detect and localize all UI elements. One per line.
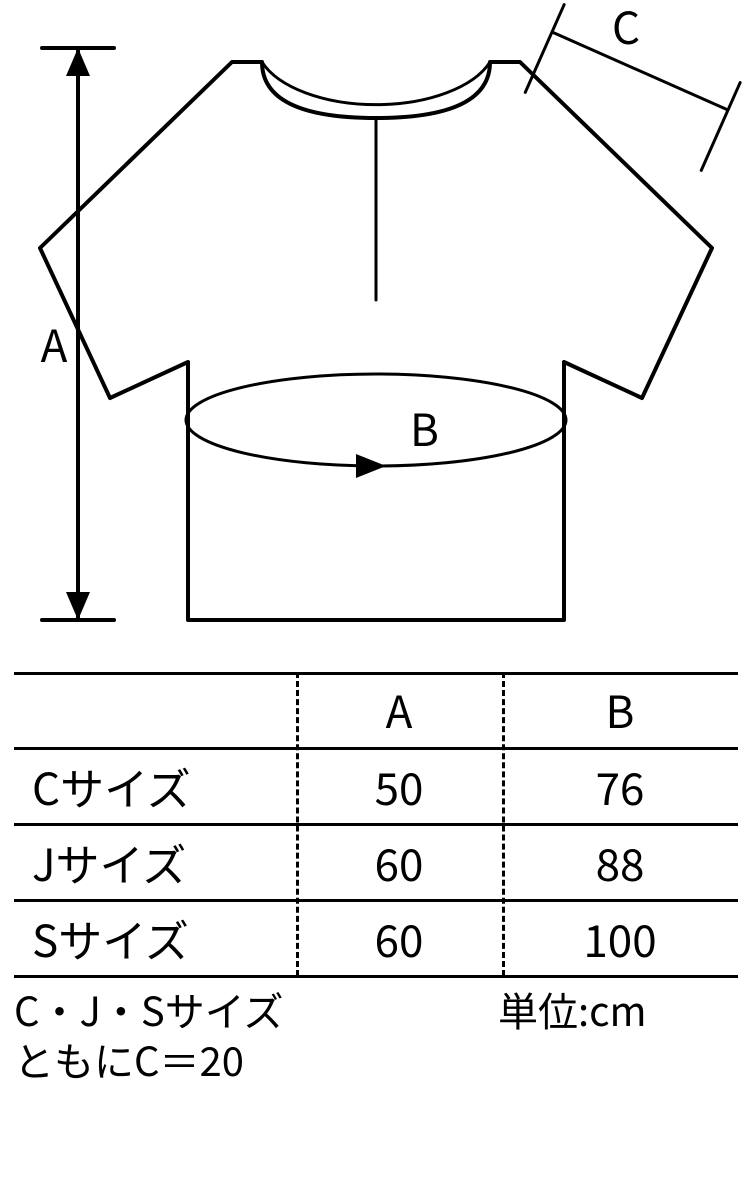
cell-A: 50 [296, 748, 502, 824]
table-header-row: A B [14, 672, 738, 748]
column-divider [296, 672, 299, 976]
footnote-line2: ともにC＝20 [14, 1030, 244, 1088]
svg-text:A: A [41, 311, 68, 375]
cell-A: 60 [296, 824, 502, 900]
svg-text:C: C [612, 0, 640, 57]
header-A: A [296, 672, 502, 748]
cell-B: 100 [502, 900, 738, 976]
header-blank [14, 672, 296, 748]
svg-text:B: B [410, 395, 439, 459]
cell-B: 76 [502, 748, 738, 824]
row-label: Jサイズ [14, 824, 296, 900]
row-label: Sサイズ [14, 900, 296, 976]
column-divider [502, 672, 505, 976]
table-row: Cサイズ 50 76 [14, 748, 738, 824]
table-row: Sサイズ 60 100 [14, 900, 738, 976]
table-top-rule [14, 672, 738, 675]
cell-B: 88 [502, 824, 738, 900]
size-table: A B Cサイズ 50 76 Jサイズ 60 88 Sサイズ 60 100 [14, 672, 738, 978]
shirt-diagram: A B C [0, 0, 753, 660]
row-label: Cサイズ [14, 748, 296, 824]
unit-label: 単位:cm [498, 984, 647, 1034]
header-B: B [502, 672, 738, 748]
footnote-c-value: C・J・Sサイズ ともにC＝20 [14, 984, 284, 1084]
cell-A: 60 [296, 900, 502, 976]
table-row: Jサイズ 60 88 [14, 824, 738, 900]
